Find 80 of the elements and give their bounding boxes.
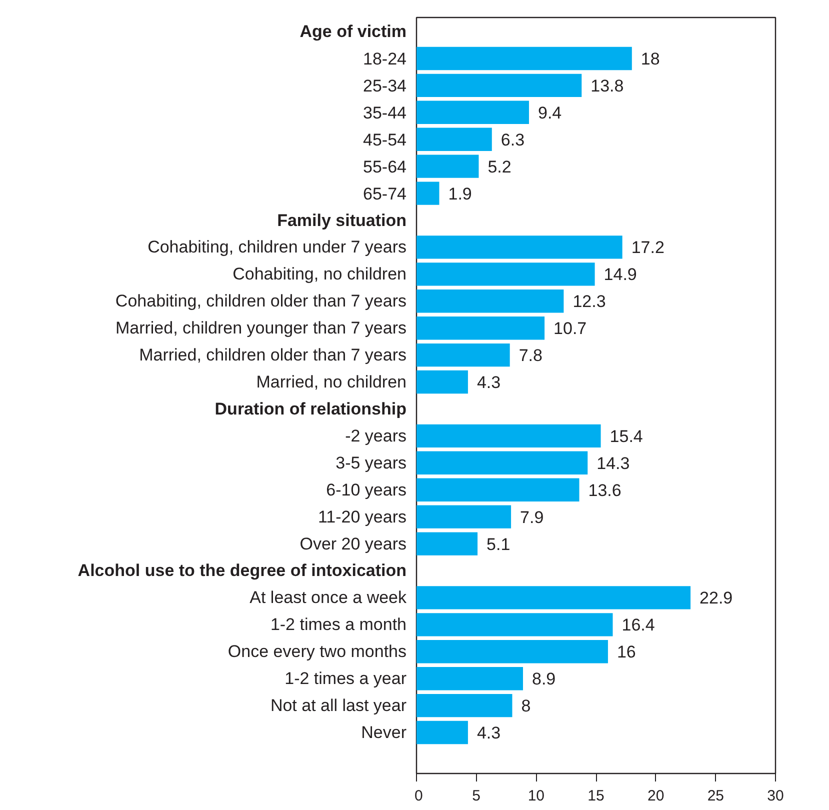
y-tick-label: Age of victim [300, 22, 407, 42]
y-tick-label: 25-34 [363, 76, 407, 96]
y-tick-label: Married, children younger than 7 years [115, 318, 407, 338]
bar [416, 586, 691, 610]
y-tick-label: Cohabiting, children under 7 years [148, 238, 407, 257]
data-label: 12.3 [572, 292, 606, 312]
data-label: 7.9 [520, 508, 544, 527]
y-tick-label: At least once a week [250, 588, 407, 608]
bar [416, 451, 588, 474]
data-label: 18 [640, 49, 660, 68]
y-tick-label: Never [361, 723, 407, 742]
bar [416, 478, 580, 502]
y-tick-label: Married, no children [256, 372, 407, 392]
y-tick-label: 55-64 [363, 157, 407, 176]
x-tick-label: 15 [588, 788, 604, 804]
y-tick-label: Alcohol use to the degree of intoxication [78, 561, 407, 580]
data-label: 4.3 [476, 724, 501, 743]
bar [416, 613, 613, 636]
y-tick-label: Family situation [277, 210, 407, 230]
y-tick-label: Duration of relationship [214, 399, 407, 418]
data-label: 5.1 [486, 534, 510, 554]
y-tick-label: 11-20 years [318, 507, 407, 526]
y-tick-label: Over 20 years [300, 534, 406, 554]
data-label: 5.2 [488, 157, 512, 176]
bar [416, 316, 545, 340]
data-label: 14.3 [596, 454, 630, 473]
y-tick-label: Married, children older than 7 years [139, 346, 407, 365]
bar [416, 262, 595, 286]
data-label: 22.9 [700, 588, 733, 608]
y-tick-label: Cohabiting, children older than 7 years [115, 292, 407, 311]
x-tick-label: 25 [707, 788, 724, 804]
data-label: 15.4 [610, 426, 643, 446]
data-label: 13.6 [588, 480, 622, 500]
y-tick-label: 6-10 years [326, 480, 407, 500]
x-tick-label: 30 [767, 788, 784, 804]
y-tick-label: 45-54 [363, 130, 407, 150]
data-label: 7.8 [518, 346, 542, 366]
y-tick-label: 18-24 [363, 49, 407, 68]
bar [416, 290, 564, 313]
bar [416, 46, 632, 70]
y-tick-label: -2 years [345, 426, 407, 446]
y-tick-label: 1-2 times a year [284, 669, 407, 688]
x-tick-label: 5 [472, 788, 481, 804]
bar [416, 74, 582, 98]
bar [416, 720, 468, 744]
data-label: 14.9 [604, 265, 637, 284]
bar [416, 100, 529, 124]
data-label: 17.2 [631, 238, 664, 258]
bar [416, 343, 510, 367]
bar [416, 532, 478, 556]
data-label: 8 [521, 696, 531, 716]
bar [416, 236, 622, 259]
x-tick-label: 0 [414, 788, 423, 804]
bar [416, 505, 512, 528]
y-tick-label: 65-74 [363, 184, 407, 204]
y-tick-label: Once every two months [228, 642, 407, 662]
data-label: 4.3 [476, 373, 501, 392]
data-label: 16 [616, 642, 636, 662]
bar [416, 128, 492, 151]
y-tick-label: 35-44 [363, 103, 407, 122]
data-label: 16.4 [622, 616, 655, 635]
bar [416, 182, 440, 205]
bar [416, 370, 468, 394]
data-label: 8.9 [532, 670, 556, 689]
bar [416, 154, 479, 178]
data-label: 10.7 [554, 319, 587, 338]
bar [416, 667, 524, 690]
data-label: 1.9 [448, 184, 472, 204]
y-tick-label: Not at all last year [270, 696, 407, 716]
y-tick-label: 3-5 years [336, 453, 407, 472]
y-tick-label: Cohabiting, no children [232, 264, 407, 284]
bar [416, 694, 512, 718]
data-label: 13.8 [590, 76, 624, 96]
data-label: 6.3 [500, 130, 525, 150]
y-tick-label: 1-2 times a month [270, 615, 407, 634]
bar [416, 640, 608, 664]
x-tick-label: 10 [528, 788, 545, 804]
bar [416, 424, 601, 448]
data-label: 9.4 [538, 103, 562, 122]
x-tick-label: 20 [647, 788, 664, 804]
